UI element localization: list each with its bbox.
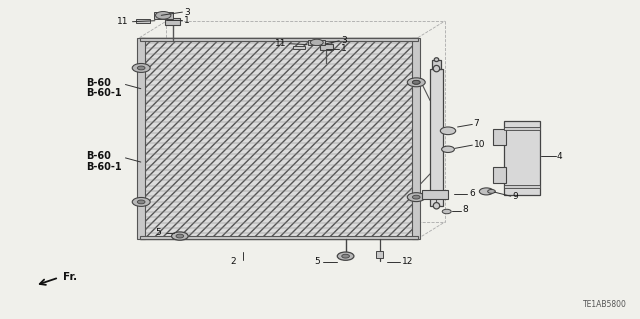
Circle shape xyxy=(342,254,349,258)
Circle shape xyxy=(407,78,425,87)
Bar xyxy=(137,38,145,239)
Text: 8: 8 xyxy=(463,205,468,214)
Text: TE1AB5800: TE1AB5800 xyxy=(583,300,627,309)
Circle shape xyxy=(156,11,171,19)
Bar xyxy=(308,40,325,45)
Bar xyxy=(165,18,180,25)
Text: B-60-1: B-60-1 xyxy=(86,88,122,98)
Circle shape xyxy=(442,209,451,214)
Circle shape xyxy=(132,63,150,72)
Text: 2: 2 xyxy=(230,257,236,266)
Circle shape xyxy=(132,197,150,206)
Bar xyxy=(493,167,506,183)
Text: B-60: B-60 xyxy=(86,151,111,161)
Text: 4: 4 xyxy=(557,152,563,161)
Circle shape xyxy=(412,195,420,199)
Bar xyxy=(320,44,333,50)
Text: 1: 1 xyxy=(341,44,347,53)
Circle shape xyxy=(412,80,420,84)
Text: 3: 3 xyxy=(184,8,190,17)
Ellipse shape xyxy=(435,58,439,62)
Text: 11: 11 xyxy=(275,39,287,48)
Bar xyxy=(293,46,305,49)
Bar xyxy=(140,38,418,239)
Text: 9: 9 xyxy=(512,192,518,201)
Bar xyxy=(376,251,383,258)
Text: 6: 6 xyxy=(469,189,475,198)
Bar xyxy=(430,69,443,206)
Text: 10: 10 xyxy=(474,140,485,149)
Circle shape xyxy=(138,66,145,70)
Circle shape xyxy=(488,189,495,193)
Bar xyxy=(422,190,448,199)
Text: Fr.: Fr. xyxy=(63,272,77,282)
Text: B-60-1: B-60-1 xyxy=(86,161,122,172)
Bar xyxy=(140,236,418,239)
Text: 3: 3 xyxy=(341,36,347,45)
Circle shape xyxy=(310,39,323,46)
Bar xyxy=(432,60,441,69)
Circle shape xyxy=(337,252,354,260)
Circle shape xyxy=(440,127,456,135)
Ellipse shape xyxy=(433,65,440,72)
Text: 11: 11 xyxy=(116,17,128,26)
Circle shape xyxy=(479,188,493,195)
Bar xyxy=(140,38,418,41)
Ellipse shape xyxy=(433,203,440,209)
Text: 5: 5 xyxy=(156,228,161,237)
Circle shape xyxy=(172,232,188,240)
Text: 12: 12 xyxy=(402,257,413,266)
Bar xyxy=(504,185,540,188)
Circle shape xyxy=(138,200,145,204)
Text: 1: 1 xyxy=(184,16,190,25)
Bar xyxy=(136,19,150,23)
Text: 7: 7 xyxy=(474,119,479,128)
Circle shape xyxy=(176,234,184,238)
Text: B-60: B-60 xyxy=(86,78,111,88)
Circle shape xyxy=(407,193,425,202)
Bar xyxy=(504,121,540,195)
Bar xyxy=(154,12,173,19)
Text: 5: 5 xyxy=(314,257,320,266)
Bar xyxy=(412,38,420,239)
Circle shape xyxy=(442,146,454,152)
Bar xyxy=(504,127,540,130)
Circle shape xyxy=(412,80,420,84)
Bar xyxy=(493,129,506,145)
